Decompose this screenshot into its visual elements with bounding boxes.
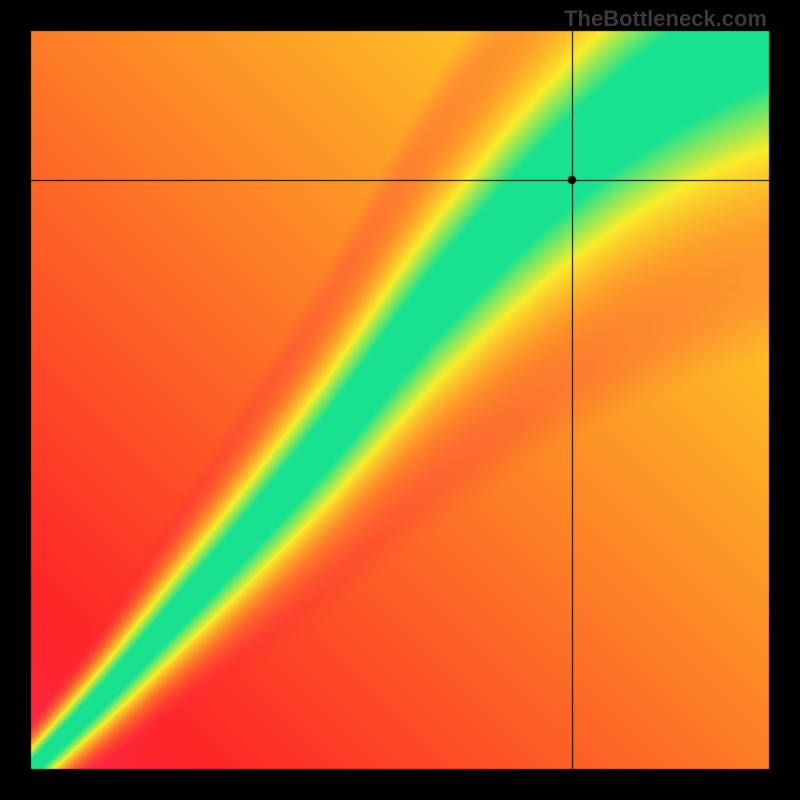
chart-container: TheBottleneck.com bbox=[0, 0, 800, 800]
bottleneck-heatmap bbox=[0, 0, 800, 800]
